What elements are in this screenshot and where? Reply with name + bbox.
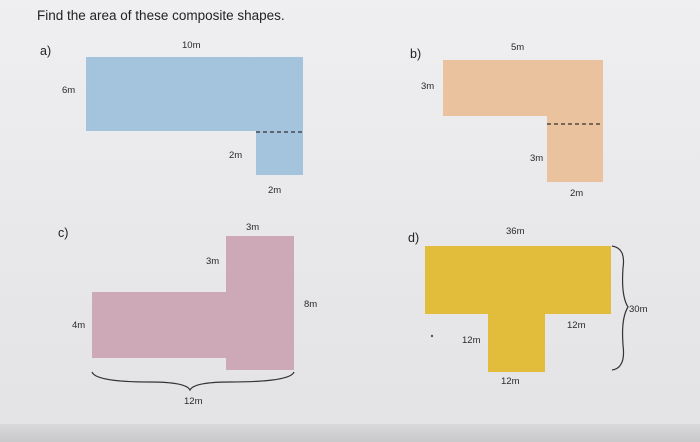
shape-c [92, 236, 294, 370]
shape-c-brace [91, 371, 295, 392]
page-edge [0, 424, 700, 442]
part-d-label: d) [408, 231, 420, 245]
shape-a-dim-inner: 2m [229, 150, 243, 161]
shape-d-dim-top: 36m [506, 226, 525, 237]
shape-b-dim-bottom: 2m [570, 188, 584, 199]
worksheet-title: Find the area of these composite shapes. [37, 8, 285, 23]
shape-d-brace [611, 245, 629, 371]
shape-a-dim-bottom: 2m [268, 185, 282, 196]
shape-c-dim-step: 3m [206, 256, 220, 267]
shape-b [443, 60, 603, 182]
shape-d-dim-arm: 12m [567, 320, 586, 331]
shape-a-dim-left: 6m [62, 85, 76, 96]
shape-c-dim-right: 8m [304, 299, 318, 310]
shape-c-dim-top: 3m [246, 222, 260, 233]
part-b-label: b) [410, 47, 422, 61]
shape-d-dim-stem-left: 12m [462, 335, 481, 346]
shape-d-dim-stem-bottom: 12m [501, 376, 520, 387]
shape-a-dim-top: 10m [182, 40, 201, 51]
shape-d [425, 246, 611, 372]
shape-c-dim-bottom: 12m [184, 396, 203, 407]
shape-b-dim-inner: 3m [530, 153, 544, 164]
shape-a [86, 57, 303, 175]
shape-b-dim-top: 5m [511, 42, 525, 53]
shape-c-dim-left: 4m [72, 320, 86, 331]
part-c-label: c) [58, 226, 69, 240]
shape-d-dim-right: 30m [629, 304, 648, 315]
shape-b-dim-left: 3m [421, 81, 435, 92]
shape-d-dot [430, 334, 434, 338]
part-a-label: a) [40, 44, 52, 58]
